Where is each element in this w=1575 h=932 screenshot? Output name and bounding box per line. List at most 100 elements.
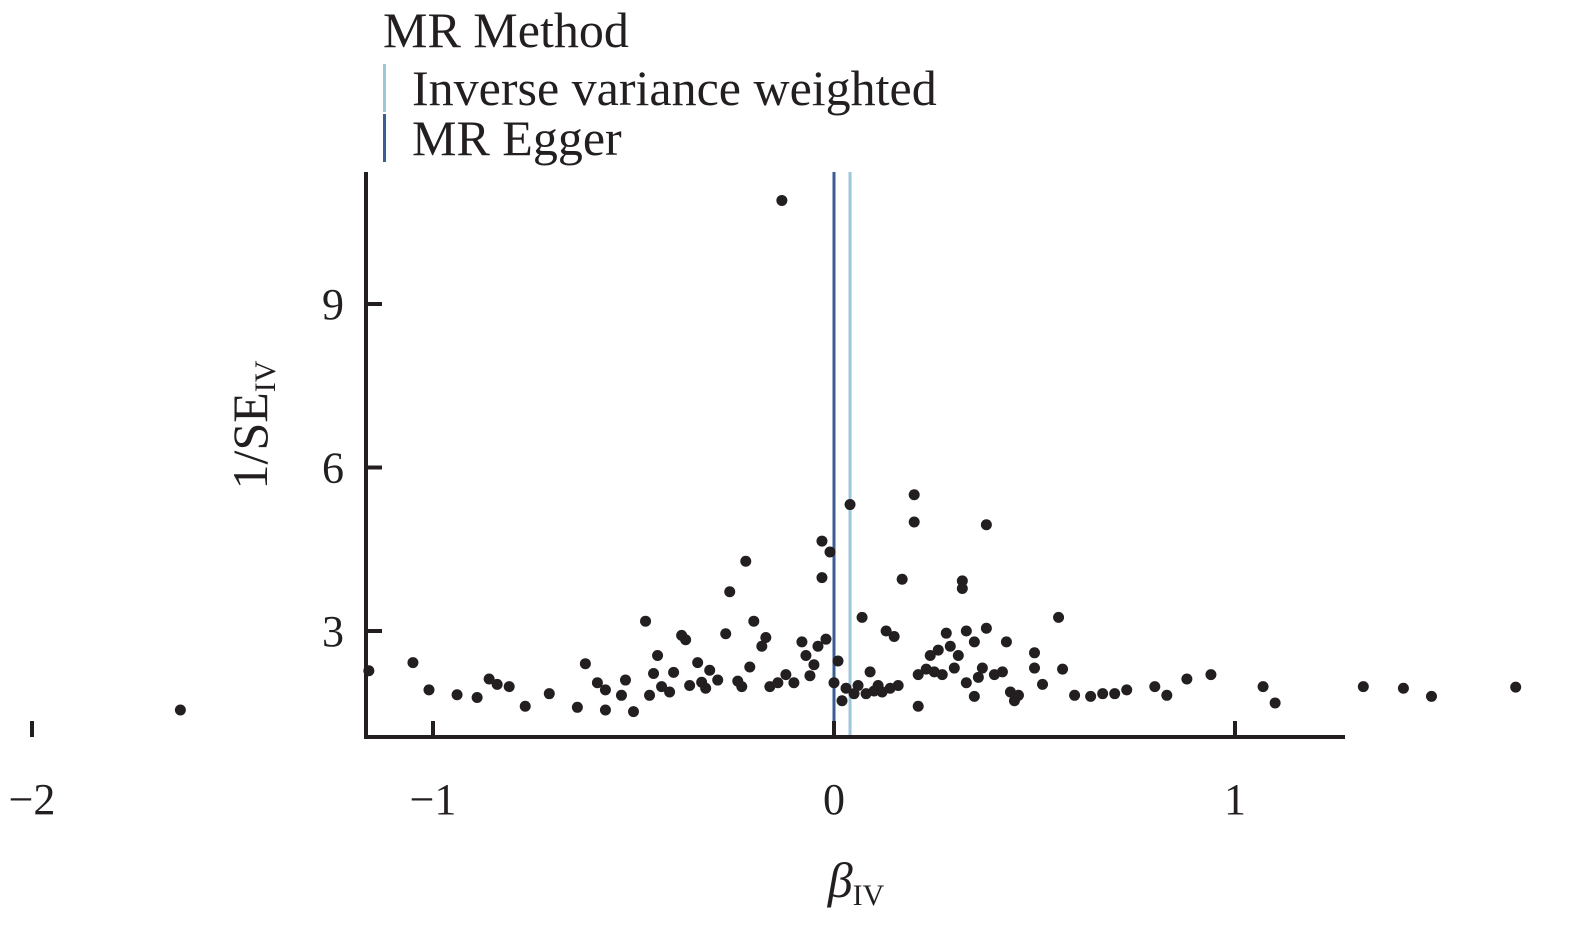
data-point	[1257, 681, 1269, 693]
data-point	[615, 689, 627, 701]
data-point	[519, 700, 531, 712]
data-point	[680, 634, 692, 646]
data-point	[892, 680, 904, 691]
data-point	[832, 655, 844, 667]
data-point	[844, 499, 856, 511]
data-point	[824, 546, 836, 558]
data-point	[908, 489, 920, 501]
data-point	[744, 661, 756, 673]
data-point	[1053, 611, 1065, 623]
data-point	[968, 690, 980, 702]
data-point	[736, 681, 748, 693]
data-point	[952, 650, 964, 662]
data-point	[880, 625, 892, 637]
data-point	[816, 535, 828, 547]
y-axis-title-main: 1/SE	[222, 392, 278, 490]
data-point	[820, 633, 832, 645]
legend-item-egger: MR Egger	[383, 112, 622, 164]
data-point	[996, 666, 1008, 678]
data-point	[1205, 669, 1217, 681]
data-point	[628, 706, 639, 718]
data-point	[1269, 697, 1281, 709]
data-point	[1397, 682, 1409, 694]
x-axis-title-main: β	[827, 852, 853, 908]
data-point	[864, 666, 876, 678]
x-tick-label: 0	[823, 775, 845, 824]
data-point	[471, 691, 483, 703]
data-point	[1149, 681, 1161, 693]
data-point	[591, 677, 603, 689]
data-point	[896, 573, 908, 585]
data-point	[451, 689, 463, 701]
data-point	[956, 575, 968, 587]
data-point	[760, 632, 772, 644]
y-axis-title: 1/SEIV	[221, 361, 283, 490]
y-tick-label: 6	[322, 444, 344, 493]
legend-title: MR Method	[383, 2, 629, 58]
data-point	[684, 680, 696, 691]
data-point	[976, 662, 988, 674]
data-point	[656, 681, 668, 693]
method-lines	[832, 172, 852, 737]
data-point	[948, 662, 960, 674]
data-point	[856, 611, 868, 623]
data-point	[968, 636, 980, 648]
x-axis-title: βIV	[828, 851, 885, 913]
data-point	[800, 650, 812, 662]
data-point	[888, 630, 900, 642]
legend-item-ivw: Inverse variance weighted	[383, 62, 937, 114]
axes: −2−1012369	[9, 172, 1345, 824]
data-point	[704, 664, 716, 676]
data-point	[980, 519, 992, 531]
data-point	[932, 644, 944, 656]
data-point	[724, 586, 736, 598]
data-point	[780, 669, 792, 681]
data-point	[796, 636, 808, 648]
data-point	[840, 682, 852, 694]
data-point	[1425, 690, 1437, 702]
data-point	[664, 686, 676, 698]
data-point	[692, 657, 704, 669]
data-point	[543, 688, 555, 700]
y-axis-title-sub: IV	[249, 360, 282, 393]
data-point	[972, 671, 984, 683]
data-point	[571, 701, 583, 713]
scatter-points	[174, 194, 1522, 718]
data-point	[756, 640, 768, 652]
data-point	[852, 680, 864, 691]
data-point	[912, 700, 924, 712]
data-point	[1109, 688, 1121, 700]
data-point	[1029, 647, 1040, 659]
data-point	[940, 627, 952, 639]
data-point	[1161, 689, 1173, 701]
y-tick-label: 9	[322, 280, 344, 329]
data-point	[1057, 663, 1069, 675]
data-point	[944, 640, 956, 652]
legend-label-egger: MR Egger	[412, 110, 622, 166]
data-point	[619, 674, 631, 686]
data-point	[652, 650, 664, 662]
data-point	[812, 640, 824, 652]
data-point	[956, 582, 968, 594]
data-point	[503, 681, 515, 693]
data-point	[644, 689, 656, 701]
data-point	[648, 668, 660, 680]
data-point	[483, 673, 495, 685]
data-point	[1121, 684, 1133, 696]
data-point	[1012, 689, 1024, 701]
x-axis-title-sub: IV	[852, 879, 885, 912]
data-point	[700, 682, 712, 694]
data-point	[423, 684, 435, 696]
data-point	[804, 670, 816, 682]
data-point	[980, 622, 992, 634]
data-point	[712, 674, 724, 686]
data-point	[960, 677, 972, 689]
data-point	[1029, 662, 1040, 674]
x-tick-label: −1	[410, 775, 457, 824]
data-point	[1357, 681, 1369, 693]
data-point	[1510, 681, 1522, 693]
x-tick-label: 1	[1224, 775, 1246, 824]
data-point	[1097, 688, 1109, 700]
data-point	[640, 615, 652, 627]
